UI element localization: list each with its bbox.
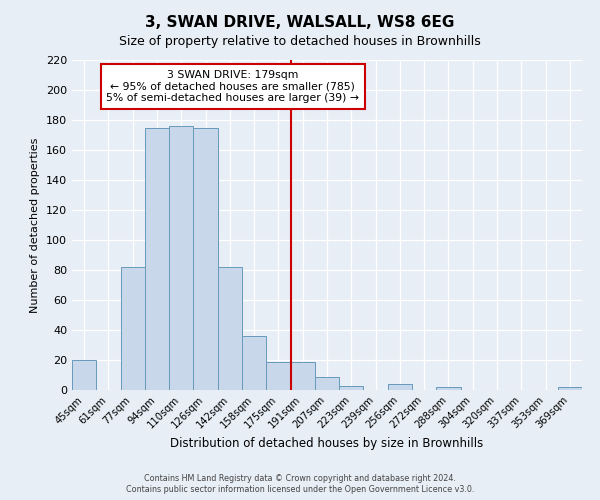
Bar (388, 384, 412, 390)
Text: Size of property relative to detached houses in Brownhills: Size of property relative to detached ho… (119, 35, 481, 48)
X-axis label: Distribution of detached houses by size in Brownhills: Distribution of detached houses by size … (170, 438, 484, 450)
Bar (290, 362, 315, 390)
Y-axis label: Number of detached properties: Number of detached properties (31, 138, 40, 312)
Text: 3, SWAN DRIVE, WALSALL, WS8 6EG: 3, SWAN DRIVE, WALSALL, WS8 6EG (145, 15, 455, 30)
Bar (218, 267, 242, 390)
Bar (266, 362, 290, 390)
Bar (315, 376, 339, 390)
Bar (72, 360, 96, 390)
Text: Contains HM Land Registry data © Crown copyright and database right 2024.
Contai: Contains HM Land Registry data © Crown c… (126, 474, 474, 494)
Bar (193, 128, 218, 390)
Bar (558, 387, 582, 390)
Bar (145, 128, 169, 390)
Text: 3 SWAN DRIVE: 179sqm
← 95% of detached houses are smaller (785)
5% of semi-detac: 3 SWAN DRIVE: 179sqm ← 95% of detached h… (106, 70, 359, 103)
Bar (121, 267, 145, 390)
Bar (339, 386, 364, 390)
Bar (242, 336, 266, 390)
Bar (436, 387, 461, 390)
Bar (169, 126, 193, 390)
